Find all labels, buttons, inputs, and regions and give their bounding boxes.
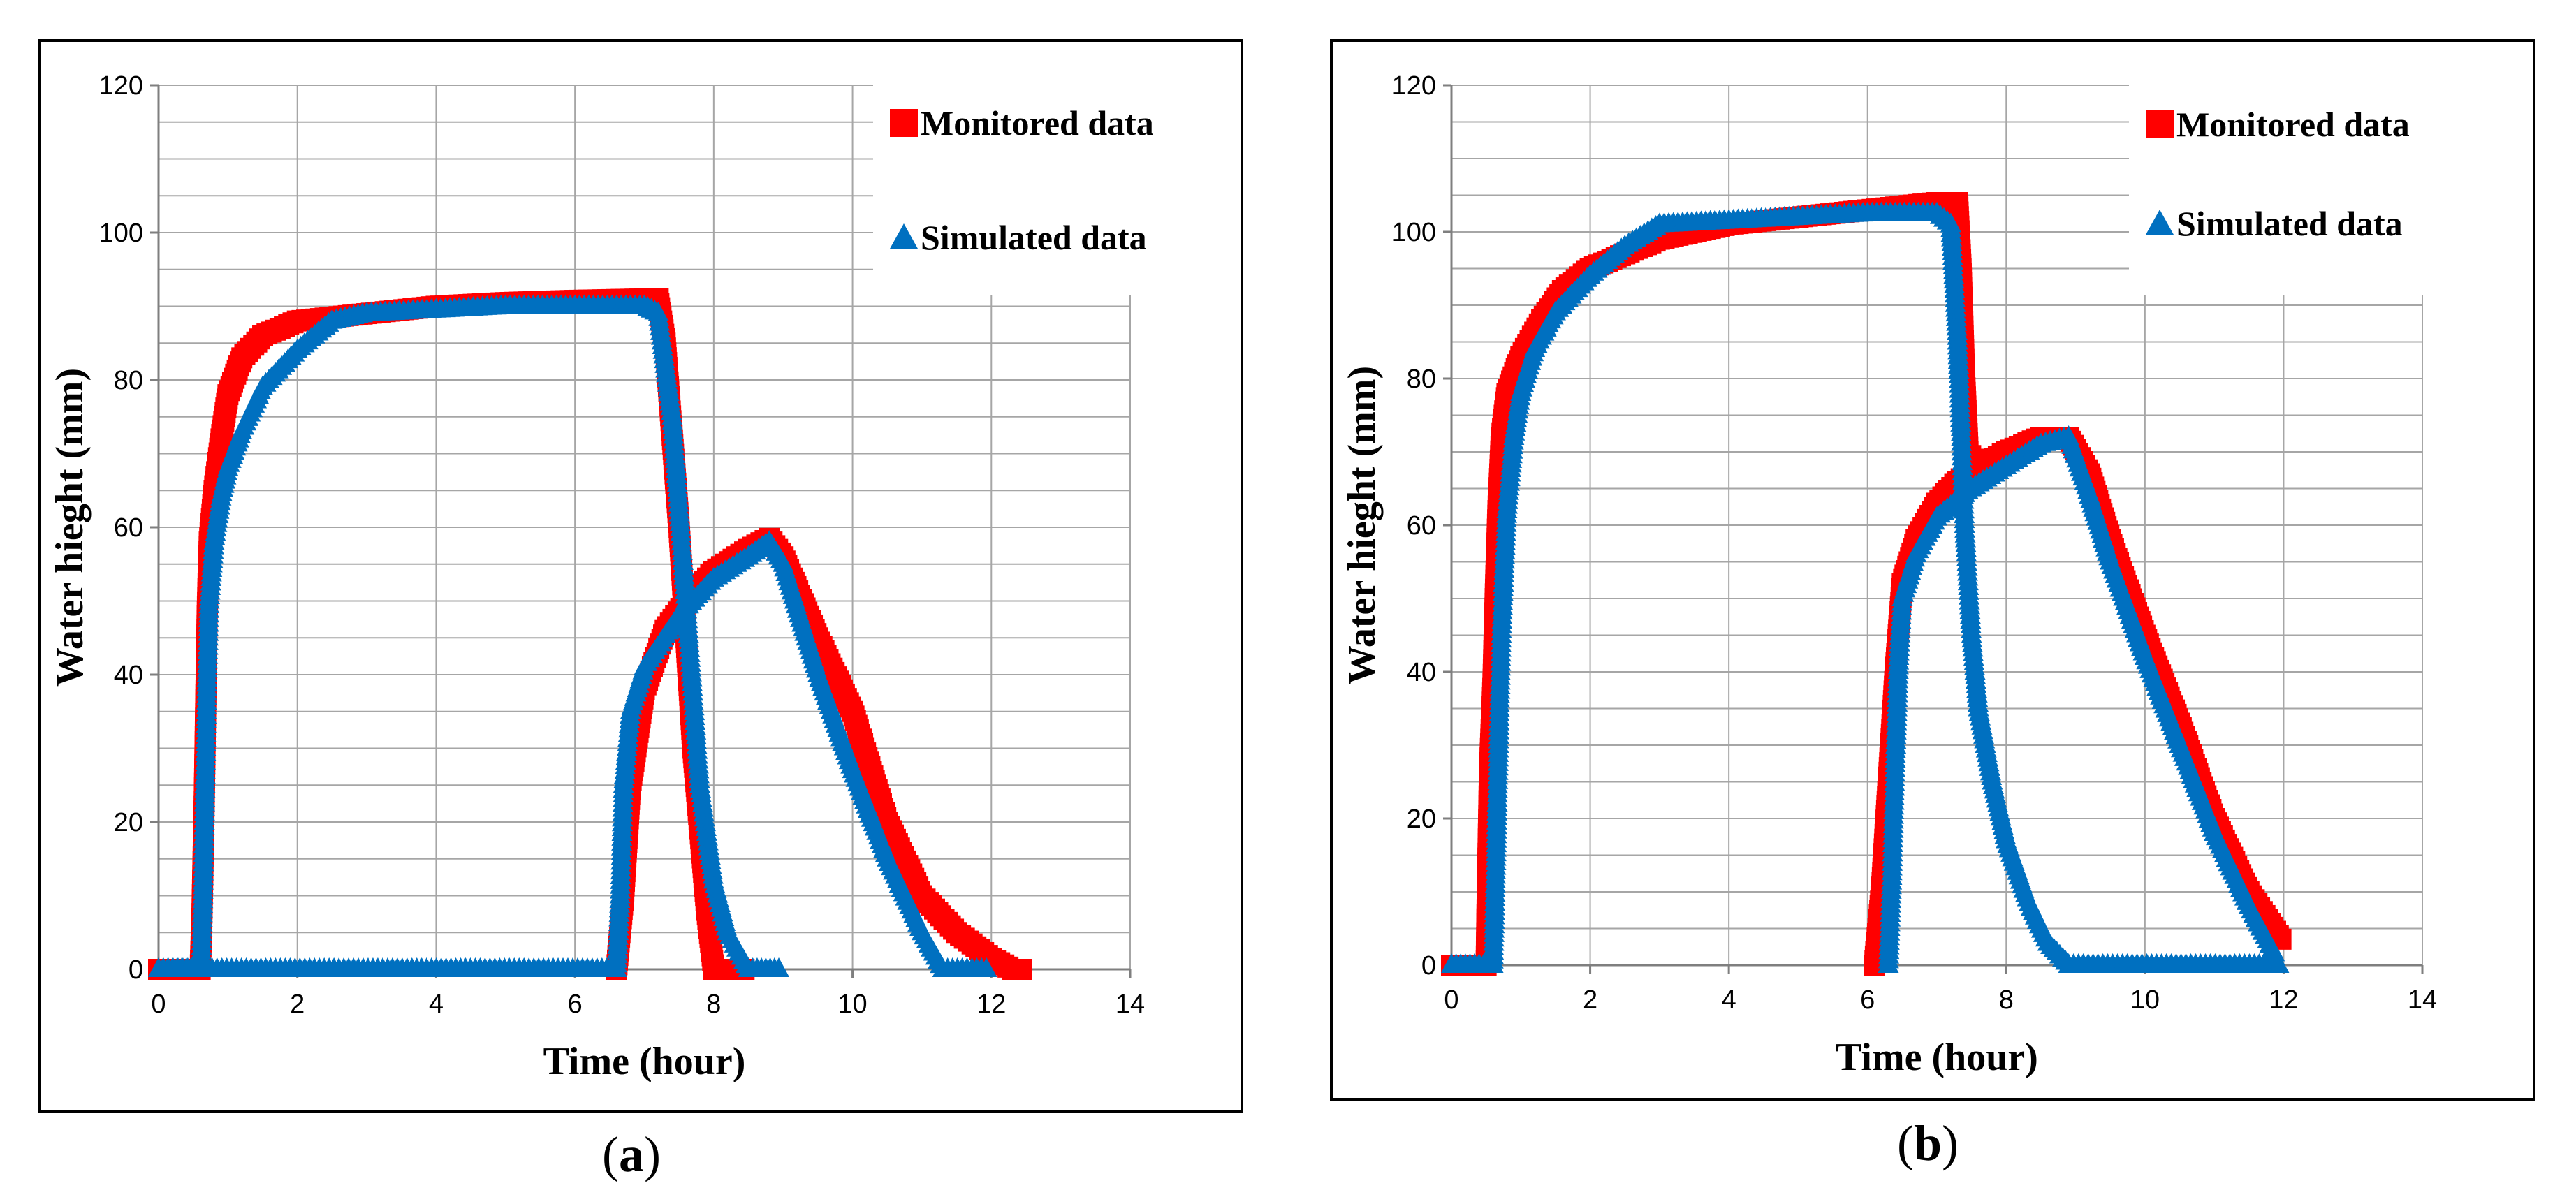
chart-b-x-tick-label: 6 xyxy=(1860,985,1875,1015)
chart-b-x-tick-label: 0 xyxy=(1444,985,1458,1015)
chart-b-series-simulated-rise xyxy=(1441,201,2290,973)
chart-b-x-tick-label: 12 xyxy=(2269,985,2298,1015)
chart-b-y-tick-label: 120 xyxy=(1392,71,1436,101)
chart-panel-a: 0 20 40 60 80 100 120 0 2 4 6 8 10 12 14 Time (hour) Wat… xyxy=(38,39,1243,1113)
chart-a-x-tick-label: 2 xyxy=(290,990,305,1019)
chart-a-y-tick-label: 20 xyxy=(114,808,143,837)
chart-a-svg: 0 20 40 60 80 100 120 0 2 4 6 8 10 12 14 Time (hour) Wat… xyxy=(48,71,1154,1083)
chart-b-x-tick-label: 4 xyxy=(1722,985,1736,1015)
caption-b-open: ( xyxy=(1897,1115,1914,1171)
caption-a-letter: a xyxy=(618,1126,644,1182)
chart-b-legend-box xyxy=(2129,78,2434,295)
chart-a-simulated-point xyxy=(976,957,997,977)
chart-a-y-tick-label: 100 xyxy=(99,219,143,248)
caption-b-letter: b xyxy=(1913,1115,1942,1171)
chart-b-svg: 0 20 40 60 80 100 120 0 2 4 6 8 10 12 14 Time (hour) Wat… xyxy=(1340,71,2437,1079)
chart-b-y-tick-label: 60 xyxy=(1407,511,1436,541)
chart-b-series-simulated-outflow xyxy=(1878,425,2285,973)
chart-a-legend-label-monitored: Monitored data xyxy=(921,103,1154,142)
chart-b-y-tick-label: 80 xyxy=(1407,365,1436,394)
chart-a-x-tick-label: 14 xyxy=(1115,990,1145,1019)
caption-a: (a) xyxy=(602,1126,661,1184)
chart-b-simulated-point xyxy=(2264,941,2285,962)
chart-a-y-tick-label: 80 xyxy=(114,366,143,395)
caption-b: (b) xyxy=(1897,1115,1959,1173)
chart-b-x-tick-label: 8 xyxy=(1999,985,2014,1015)
chart-a-x-tick-label: 8 xyxy=(706,990,721,1019)
chart-b-y-axis-label: Water hieght (mm) xyxy=(1340,366,1384,684)
chart-a-y-tick-label: 120 xyxy=(99,71,143,101)
chart-a-x-tick-label: 10 xyxy=(837,990,867,1019)
chart-b-y-tick-label: 0 xyxy=(1421,951,1436,981)
chart-a-legend-marker-simulated xyxy=(890,223,918,249)
chart-b-x-tick-label: 2 xyxy=(1583,985,1597,1015)
caption-a-open: ( xyxy=(602,1126,619,1182)
chart-b-simulated-point xyxy=(2268,953,2290,973)
chart-a-legend-label-simulated: Simulated data xyxy=(921,218,1147,257)
chart-b-x-axis-label: Time (hour) xyxy=(1836,1036,2038,1079)
chart-a-x-tick-label: 12 xyxy=(976,990,1006,1019)
chart-a-legend-marker-monitored xyxy=(890,109,918,137)
chart-a-monitored-point xyxy=(1011,959,1032,980)
chart-b-legend-label-monitored: Monitored data xyxy=(2176,105,2410,144)
chart-panel-b: 0 20 40 60 80 100 120 0 2 4 6 8 10 12 14 Time (hour) Wat… xyxy=(1330,39,2535,1101)
chart-a-x-tick-label: 4 xyxy=(429,990,444,1019)
chart-b-legend-marker-monitored xyxy=(2146,110,2174,138)
chart-a-x-tick-label: 6 xyxy=(568,990,583,1019)
caption-a-close: ) xyxy=(643,1126,661,1182)
chart-a-y-tick-label: 60 xyxy=(114,513,143,543)
chart-b-y-tick-label: 40 xyxy=(1407,658,1436,687)
chart-b-y-tick-label: 100 xyxy=(1392,218,1436,247)
chart-a-y-tick-label: 0 xyxy=(129,955,143,985)
chart-b-x-tick-label: 10 xyxy=(2130,985,2160,1015)
chart-a-y-axis-label: Water hieght (mm) xyxy=(48,368,92,687)
chart-a-x-axis-label: Time (hour) xyxy=(543,1040,746,1083)
caption-b-close: ) xyxy=(1942,1115,1959,1171)
chart-a-y-tick-label: 40 xyxy=(114,661,143,690)
chart-b-legend-marker-simulated xyxy=(2146,210,2174,235)
chart-a-simulated-point xyxy=(768,957,790,977)
chart-b-x-tick-label: 14 xyxy=(2408,985,2437,1015)
chart-b-y-tick-label: 20 xyxy=(1407,805,1436,834)
chart-b-legend-label-simulated: Simulated data xyxy=(2176,204,2403,243)
chart-a-series-simulated-outflow xyxy=(148,530,997,977)
chart-a-x-tick-label: 0 xyxy=(151,990,166,1019)
chart-a-series-monitored-outflow xyxy=(606,527,1032,980)
